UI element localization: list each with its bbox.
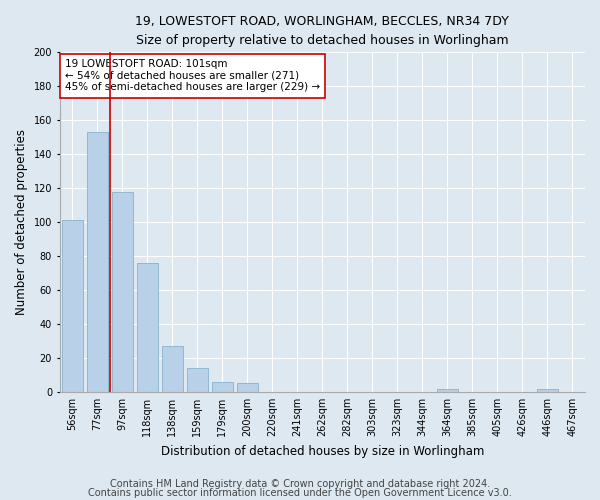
Bar: [137, 263, 158, 392]
Bar: [212, 382, 233, 392]
Bar: [437, 388, 458, 392]
X-axis label: Distribution of detached houses by size in Worlingham: Distribution of detached houses by size …: [161, 444, 484, 458]
Bar: [112, 192, 133, 392]
Text: 19 LOWESTOFT ROAD: 101sqm
← 54% of detached houses are smaller (271)
45% of semi: 19 LOWESTOFT ROAD: 101sqm ← 54% of detac…: [65, 59, 320, 92]
Y-axis label: Number of detached properties: Number of detached properties: [15, 129, 28, 315]
Bar: [236, 384, 258, 392]
Text: Contains public sector information licensed under the Open Government Licence v3: Contains public sector information licen…: [88, 488, 512, 498]
Text: Contains HM Land Registry data © Crown copyright and database right 2024.: Contains HM Land Registry data © Crown c…: [110, 479, 490, 489]
Bar: [161, 346, 183, 392]
Bar: [537, 388, 558, 392]
Title: 19, LOWESTOFT ROAD, WORLINGHAM, BECCLES, NR34 7DY
Size of property relative to d: 19, LOWESTOFT ROAD, WORLINGHAM, BECCLES,…: [136, 15, 509, 47]
Bar: [187, 368, 208, 392]
Bar: [62, 220, 83, 392]
Bar: [86, 132, 108, 392]
